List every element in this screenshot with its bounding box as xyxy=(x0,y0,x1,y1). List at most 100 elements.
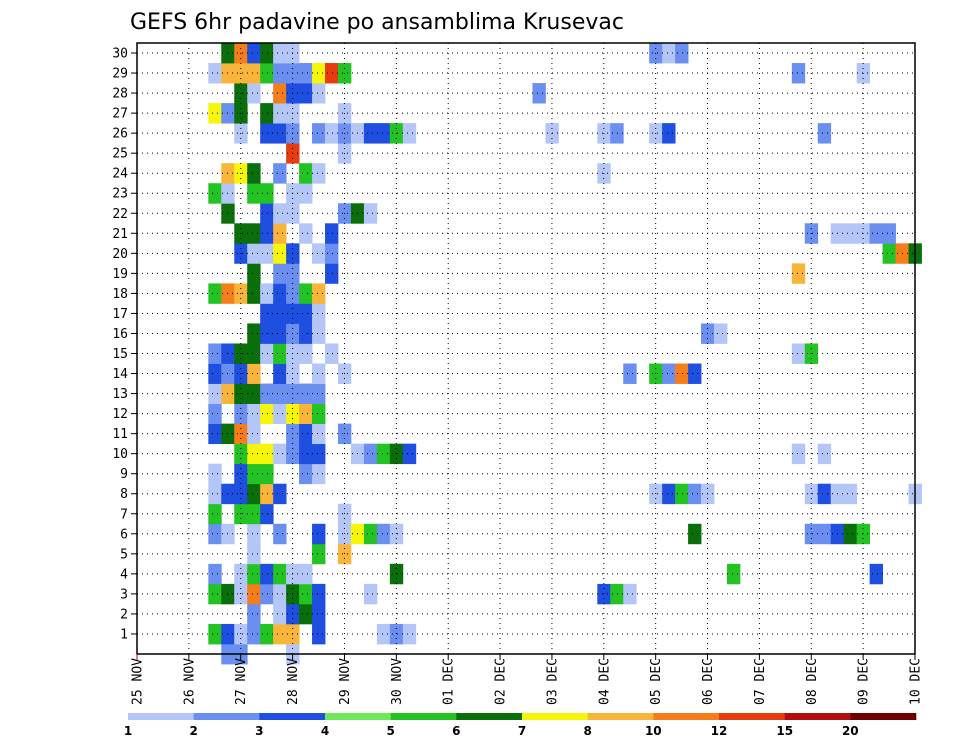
heatmap-cell xyxy=(325,343,339,364)
x-tick-label: 08 DEC xyxy=(805,658,820,705)
heatmap-cell xyxy=(299,423,313,445)
legend-label: 6 xyxy=(452,724,460,738)
color-legend: 1 2 3 4 5 6 7 8 10 12 15 20 xyxy=(124,713,917,738)
heatmap-cell xyxy=(208,103,222,124)
heatmap-cell xyxy=(299,463,313,485)
x-tick-label: 09 DEC xyxy=(857,658,872,705)
heatmap-cell xyxy=(817,523,832,545)
legend-label: 10 xyxy=(645,724,662,738)
heatmap-cell xyxy=(843,483,858,505)
chart-title: GEFS 6hr padavine po ansamblima Krusevac xyxy=(130,10,624,35)
y-tick-label: 19 xyxy=(112,267,128,282)
heatmap-cell xyxy=(843,223,858,244)
heatmap-cell xyxy=(869,563,883,585)
heatmap-cell xyxy=(208,483,222,505)
heatmap-cell xyxy=(312,83,326,104)
heatmap-cell xyxy=(260,443,274,465)
heatmap-cell xyxy=(247,543,261,565)
y-tick-label: 1 xyxy=(120,627,128,642)
heatmap-cell xyxy=(882,243,896,264)
heatmap-cell xyxy=(675,363,689,384)
y-tick-label: 17 xyxy=(112,307,128,322)
heatmap-cell xyxy=(312,543,326,565)
heatmap-cell xyxy=(714,323,728,344)
heatmap-cell xyxy=(675,43,689,64)
heatmap-cell xyxy=(208,563,222,585)
heatmap-cell xyxy=(273,303,287,324)
y-tick-label: 11 xyxy=(112,427,128,442)
heatmap-cell xyxy=(312,603,326,625)
heatmap-cell xyxy=(247,563,261,585)
heatmap-cell xyxy=(273,263,287,284)
heatmap-cell xyxy=(247,183,261,204)
heatmap-cell xyxy=(247,483,261,505)
y-tick-label: 8 xyxy=(120,487,128,502)
heatmap-cell xyxy=(662,43,676,64)
heatmap-cell xyxy=(260,323,274,344)
y-tick-label: 20 xyxy=(112,247,128,262)
x-tick-label: 02 DEC xyxy=(494,658,509,705)
heatmap-cell xyxy=(208,583,222,605)
heatmap-cell xyxy=(208,343,222,364)
y-tick-label: 16 xyxy=(112,327,128,342)
heatmap-cell xyxy=(299,183,313,204)
heatmap-cell xyxy=(817,443,832,465)
heatmap-cell xyxy=(273,383,287,404)
heatmap-cell xyxy=(376,523,391,545)
heatmap-cell xyxy=(688,363,702,384)
legend-swatch xyxy=(259,713,326,720)
heatmap-cell xyxy=(273,403,287,425)
heatmap-cell xyxy=(247,443,261,465)
heatmap-cell xyxy=(260,183,274,204)
legend-swatch xyxy=(850,713,917,720)
heatmap-cell xyxy=(389,623,404,645)
legend-label: 7 xyxy=(518,724,526,738)
heatmap-cell xyxy=(623,583,637,605)
heatmap-cell xyxy=(623,363,637,384)
heatmap-cell xyxy=(869,223,883,244)
y-tick-label: 21 xyxy=(112,227,128,242)
heatmap-cell xyxy=(208,183,222,204)
y-tick-label: 25 xyxy=(112,147,128,162)
y-tick-label: 7 xyxy=(120,507,128,522)
heatmap-cell xyxy=(247,223,261,244)
heatmap-cell xyxy=(337,543,352,565)
x-tick-label: 29 NOV xyxy=(338,658,353,705)
heatmap-cell xyxy=(273,563,287,585)
heatmap-cell xyxy=(363,443,378,465)
heatmap-cell xyxy=(247,623,261,645)
heatmap-cell xyxy=(817,483,832,505)
y-tick-label: 4 xyxy=(120,567,128,582)
legend-label: 20 xyxy=(842,724,859,738)
heatmap-cell xyxy=(247,383,261,404)
heatmap-cell xyxy=(532,83,546,104)
heatmap-cell xyxy=(817,123,832,144)
heatmap-cell xyxy=(273,103,287,124)
heatmap-cell xyxy=(325,63,339,84)
legend-swatch xyxy=(325,713,391,720)
heatmap-cell xyxy=(791,63,806,84)
heatmap-cell xyxy=(260,403,274,425)
heatmap-cell xyxy=(208,523,222,545)
heatmap-cell xyxy=(843,523,858,545)
heatmap-cells xyxy=(208,43,922,665)
heatmap-cell xyxy=(273,603,287,625)
heatmap-cell xyxy=(726,563,741,585)
heatmap-cell xyxy=(247,243,261,264)
x-tick-label: 28 NOV xyxy=(286,658,301,705)
heatmap-cell xyxy=(273,63,287,84)
heatmap-cell xyxy=(312,363,326,384)
heatmap-cell xyxy=(662,483,676,505)
heatmap-cell xyxy=(312,383,326,404)
y-tick-label: 28 xyxy=(112,87,128,102)
y-tick-label: 3 xyxy=(120,587,128,602)
heatmap-cell xyxy=(325,223,339,244)
heatmap-cell xyxy=(363,523,378,545)
legend-label: 4 xyxy=(321,724,329,738)
heatmap-cell xyxy=(312,423,326,445)
heatmap-cell xyxy=(312,63,326,84)
legend-swatch xyxy=(128,713,194,720)
y-tick-label: 6 xyxy=(120,527,128,542)
heatmap-cell xyxy=(402,443,417,465)
heatmap-cell xyxy=(791,443,806,465)
